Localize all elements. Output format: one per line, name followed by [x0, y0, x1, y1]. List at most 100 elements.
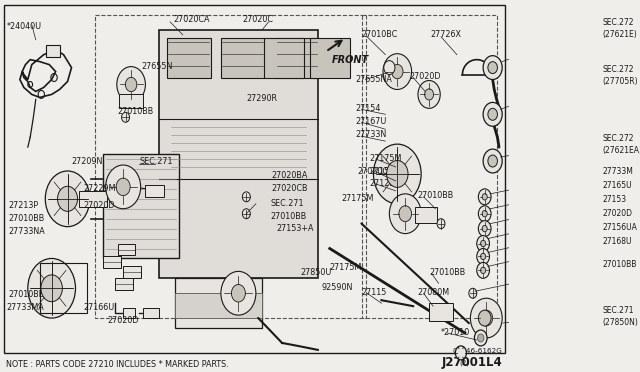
Circle shape	[478, 189, 491, 205]
Circle shape	[389, 194, 421, 234]
Circle shape	[392, 64, 403, 79]
Text: 27010BB: 27010BB	[602, 260, 637, 269]
Circle shape	[483, 56, 502, 80]
Circle shape	[58, 186, 77, 211]
Bar	[167, 38, 211, 77]
Text: 27154: 27154	[355, 105, 381, 113]
Circle shape	[488, 155, 497, 167]
Text: *24040U: *24040U	[6, 22, 42, 31]
Text: 27020D: 27020D	[108, 316, 139, 325]
Text: 27153: 27153	[602, 195, 627, 204]
Circle shape	[478, 221, 491, 237]
Text: FRONT: FRONT	[332, 55, 369, 65]
Bar	[123, 266, 141, 278]
Circle shape	[469, 288, 477, 298]
Circle shape	[483, 102, 502, 126]
Circle shape	[243, 192, 250, 202]
Circle shape	[122, 112, 129, 122]
Circle shape	[45, 171, 90, 227]
Circle shape	[116, 178, 130, 196]
Text: 27175M: 27175M	[342, 194, 374, 203]
Text: 27209N: 27209N	[72, 157, 103, 166]
Bar	[119, 94, 143, 108]
Text: 27733NA: 27733NA	[8, 227, 45, 235]
Circle shape	[488, 62, 497, 74]
Text: 27010BB: 27010BB	[8, 290, 44, 299]
Text: 27165U: 27165U	[602, 181, 632, 190]
Text: SEC.272: SEC.272	[602, 18, 634, 27]
Text: 27010BB: 27010BB	[429, 268, 465, 278]
Circle shape	[470, 298, 502, 338]
Text: *27010: *27010	[441, 328, 470, 337]
Text: 27010BB: 27010BB	[118, 108, 154, 116]
Text: 27153+A: 27153+A	[276, 224, 314, 232]
Text: 92590N: 92590N	[322, 283, 353, 292]
Text: 08146-6162G: 08146-6162G	[453, 348, 503, 354]
Text: (27850N): (27850N)	[602, 318, 638, 327]
Text: 27020CB: 27020CB	[272, 184, 308, 193]
Circle shape	[374, 144, 421, 204]
Bar	[103, 154, 179, 259]
Circle shape	[424, 89, 433, 100]
Text: SEC.271: SEC.271	[139, 157, 173, 166]
Text: 27020D: 27020D	[409, 71, 441, 81]
Text: 27166U: 27166U	[83, 303, 115, 312]
Text: 27850U: 27850U	[300, 268, 332, 278]
Circle shape	[478, 310, 491, 326]
Circle shape	[41, 275, 62, 302]
Bar	[415, 207, 437, 223]
Circle shape	[481, 240, 486, 247]
Circle shape	[106, 165, 141, 209]
Text: 27156UA: 27156UA	[602, 223, 637, 232]
Bar	[79, 191, 108, 207]
Text: 27010BB: 27010BB	[417, 191, 453, 200]
Bar	[264, 38, 303, 77]
Text: 27168U: 27168U	[602, 237, 632, 246]
Text: 27290R: 27290R	[246, 94, 277, 103]
Circle shape	[383, 54, 412, 89]
Bar	[143, 308, 159, 318]
Circle shape	[483, 149, 502, 173]
Text: 27125: 27125	[369, 179, 395, 188]
Text: 27020BA: 27020BA	[272, 171, 308, 180]
Text: 27175M: 27175M	[330, 263, 362, 272]
Circle shape	[399, 206, 412, 222]
Circle shape	[232, 285, 245, 302]
Circle shape	[477, 248, 490, 264]
Circle shape	[482, 225, 487, 232]
Circle shape	[474, 330, 487, 346]
Circle shape	[28, 259, 76, 318]
Bar	[175, 293, 262, 318]
Circle shape	[418, 80, 440, 108]
Text: SEC.271: SEC.271	[602, 306, 634, 315]
Circle shape	[477, 262, 490, 278]
Text: 27156U: 27156U	[369, 167, 401, 176]
Bar	[429, 303, 453, 321]
Text: 27655N: 27655N	[141, 62, 173, 71]
Text: 27020CB: 27020CB	[358, 167, 394, 176]
Circle shape	[243, 209, 250, 219]
Text: 27020D: 27020D	[602, 209, 632, 218]
Circle shape	[477, 235, 490, 251]
Circle shape	[478, 206, 491, 222]
Circle shape	[477, 334, 484, 342]
Bar	[46, 45, 60, 57]
Bar	[175, 278, 262, 328]
Text: 27020D: 27020D	[83, 201, 115, 210]
Text: (27621EA): (27621EA)	[602, 146, 640, 155]
Text: 27010BC: 27010BC	[362, 30, 398, 39]
Bar	[159, 30, 318, 278]
Circle shape	[221, 271, 256, 315]
Circle shape	[481, 253, 486, 260]
Bar	[221, 38, 264, 77]
Text: 27020CA: 27020CA	[173, 15, 210, 24]
Bar	[115, 278, 132, 290]
Text: 27655NA: 27655NA	[355, 74, 392, 84]
Circle shape	[455, 346, 467, 360]
Text: 27020C: 27020C	[243, 15, 273, 24]
Circle shape	[125, 77, 137, 92]
Text: NOTE : PARTS CODE 27210 INCLUDES * MARKED PARTS.: NOTE : PARTS CODE 27210 INCLUDES * MARKE…	[6, 360, 229, 369]
Bar	[103, 256, 121, 268]
Text: 27010BB: 27010BB	[270, 212, 307, 221]
Text: 27213P: 27213P	[8, 201, 38, 210]
